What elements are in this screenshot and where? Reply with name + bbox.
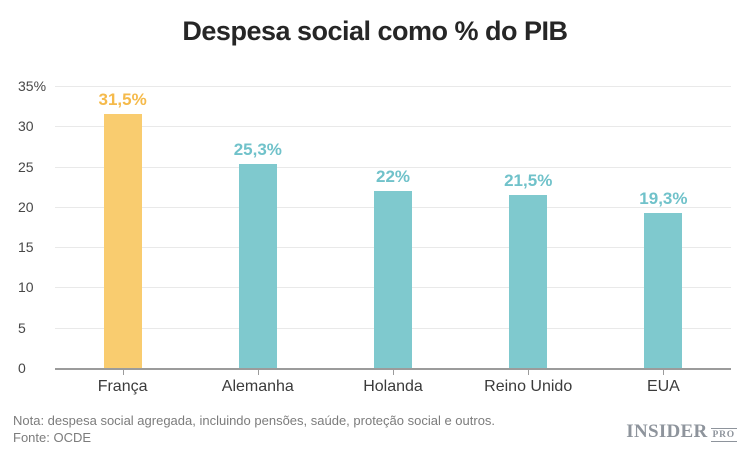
y-axis: 35% 30 25 20 15 10 5 0	[0, 79, 50, 375]
bar-eua	[644, 212, 683, 368]
y-tick-label-15: 15	[18, 239, 34, 256]
y-tick-label-10: 10	[18, 279, 34, 296]
x-tick-holanda	[393, 370, 394, 375]
category-label-franca: França	[97, 378, 148, 395]
logo-pro-badge: PRO	[710, 428, 737, 442]
footer-note: Nota: despesa social agregada, incluindo…	[13, 413, 496, 428]
x-tick-eua	[663, 370, 665, 375]
gridline-35	[55, 86, 731, 87]
x-tick-franca	[122, 370, 124, 375]
bars-row: 31,5% França 25,3% Alemanha 22% Holanda 21,5% R…	[55, 86, 731, 395]
bar-franca	[103, 114, 142, 368]
bar-holanda	[374, 190, 412, 368]
bar-value-label-holanda: 22%	[375, 166, 411, 186]
bar-group-franca: 31,5% França	[55, 86, 190, 394]
y-tick-label-25: 25	[18, 158, 34, 175]
bar-group-alemanha: 25,3% Alemanha	[190, 86, 325, 394]
plot-area: 31,5% França 25,3% Alemanha 22% Holanda 21,5% R…	[55, 86, 731, 395]
chart-title: Despesa social como % do PIB	[182, 16, 568, 46]
x-tick-alemanha	[257, 370, 259, 375]
bar-chart: 35% 30 25 20 15 10 5 0 31,5% França 25,3% Alemanha…	[0, 79, 750, 395]
y-tick-label-5: 5	[18, 319, 26, 336]
gridline-30	[55, 126, 731, 128]
bar-alemanha	[238, 164, 277, 368]
footer: Nota: despesa social agregada, incluindo…	[13, 412, 495, 446]
footer-source: Fonte: OCDE	[13, 430, 92, 445]
bar-reino-unido	[509, 194, 548, 368]
y-tick-label-30: 30	[18, 118, 34, 135]
bar-value-label-alemanha: 25,3%	[233, 140, 282, 160]
bar-value-label-eua: 19,3%	[639, 188, 688, 208]
bar-value-label-reino-unido: 21,5%	[504, 170, 553, 190]
x-tick-reino-unido	[528, 370, 530, 375]
category-label-eua: EUA	[646, 378, 680, 395]
bar-value-label-franca: 31,5%	[98, 90, 147, 110]
category-label-reino-unido: Reino Unido	[484, 378, 573, 395]
y-tick-label-20: 20	[18, 198, 34, 215]
insider-pro-logo: INSIDER PRO	[626, 421, 737, 443]
gridline-25	[55, 166, 731, 168]
y-tick-label-0: 0	[18, 360, 26, 376]
y-tick-label-35: 35%	[18, 78, 47, 94]
x-axis-baseline	[55, 368, 731, 370]
bar-group-reino-unido: 21,5% Reino Unido	[461, 86, 596, 395]
category-label-holanda: Holanda	[363, 378, 423, 395]
bar-group-holanda: 22% Holanda	[325, 86, 460, 395]
logo-insider-text: INSIDER	[626, 421, 708, 442]
category-label-alemanha: Alemanha	[221, 378, 294, 395]
bar-group-eua: 19,3% EUA	[596, 86, 731, 395]
